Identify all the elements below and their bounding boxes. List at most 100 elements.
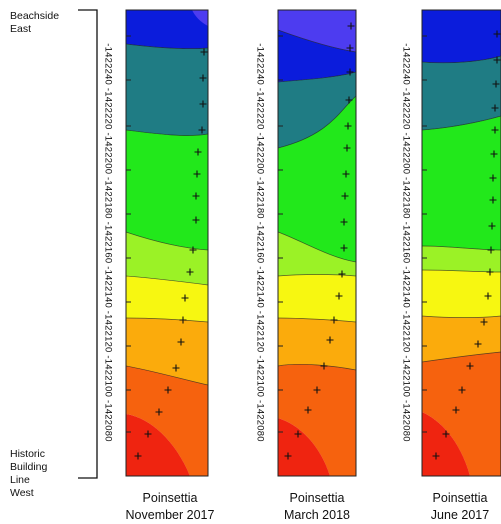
- contour-line: [278, 317, 356, 323]
- survey-point-marker: [304, 406, 312, 414]
- contour-line: [126, 231, 208, 251]
- survey-point-marker: [480, 318, 488, 326]
- contour-line: [422, 351, 501, 363]
- contour-line: [278, 364, 356, 371]
- survey-point-marker: [488, 222, 496, 230]
- contour-line: [126, 275, 208, 286]
- contour-band: [422, 116, 501, 250]
- contour-band: [422, 352, 501, 476]
- contour-band: [126, 10, 208, 49]
- caption-panel-3: Poinsettia June 2017: [405, 490, 501, 524]
- contour-band: [278, 96, 356, 262]
- survey-point-marker: [164, 386, 172, 394]
- survey-point-marker: [155, 408, 163, 416]
- contour-band: [126, 318, 208, 385]
- survey-point-marker: [134, 452, 142, 460]
- survey-point-marker: [452, 406, 460, 414]
- survey-point-marker: [466, 362, 474, 370]
- contour-band: [278, 10, 356, 52]
- survey-point-marker: [491, 126, 499, 134]
- survey-point-marker: [186, 268, 194, 276]
- contour-band: [278, 30, 356, 82]
- survey-point-marker: [432, 452, 440, 460]
- contour-line: [278, 274, 356, 277]
- survey-point-marker: [199, 100, 207, 108]
- axis-label-panel-1: -1422240 -1422220 -1422200 -1422180 -142…: [102, 42, 114, 442]
- contour-line: [126, 129, 208, 136]
- survey-point-marker: [347, 22, 355, 30]
- survey-point-marker: [294, 430, 302, 438]
- survey-point-marker: [172, 364, 180, 372]
- survey-point-marker: [199, 74, 207, 82]
- axis-label-panel-3: -1422240 -1422220 -1422200 -1422180 -142…: [400, 42, 412, 442]
- survey-point-marker: [493, 30, 501, 38]
- contour-line: [422, 115, 501, 131]
- caption-date: November 2017: [125, 508, 215, 522]
- caption-site: Poinsettia: [142, 491, 198, 505]
- contour-band: [422, 412, 470, 476]
- contour-band: [126, 276, 208, 322]
- survey-point-marker: [342, 170, 350, 178]
- contour-band: [278, 274, 356, 322]
- extent-bracket: [78, 9, 98, 479]
- survey-point-marker: [144, 430, 152, 438]
- survey-point-marker: [493, 56, 501, 64]
- survey-point-marker: [194, 148, 202, 156]
- survey-point-marker: [313, 386, 321, 394]
- survey-point-marker: [189, 246, 197, 254]
- contour-band: [126, 44, 208, 136]
- contour-band: [278, 232, 356, 276]
- survey-point-marker: [179, 316, 187, 324]
- survey-point-marker: [338, 270, 346, 278]
- survey-point-marker: [489, 196, 497, 204]
- survey-point-marker: [193, 170, 201, 178]
- panel-frame: [421, 9, 501, 477]
- contour-band: [422, 270, 501, 318]
- caption-panel-1: Poinsettia November 2017: [115, 490, 225, 524]
- survey-point-marker: [330, 316, 338, 324]
- survey-point-marker: [343, 144, 351, 152]
- survey-point-marker: [340, 244, 348, 252]
- survey-point-marker: [335, 292, 343, 300]
- label-beachside-east: Beachside East: [10, 10, 60, 35]
- survey-point-marker: [177, 338, 185, 346]
- survey-point-marker: [346, 44, 354, 52]
- survey-point-marker: [491, 104, 499, 112]
- panel-frame: [125, 9, 209, 477]
- survey-point-marker: [326, 336, 334, 344]
- survey-point-marker: [340, 218, 348, 226]
- contour-band: [422, 316, 501, 362]
- contour-band: [422, 10, 501, 63]
- caption-site: Poinsettia: [432, 491, 488, 505]
- survey-point-marker: [284, 452, 292, 460]
- contour-line: [278, 231, 356, 263]
- contour-line: [126, 365, 208, 386]
- survey-point-marker: [487, 246, 495, 254]
- survey-point-marker: [344, 122, 352, 130]
- survey-point-marker: [192, 216, 200, 224]
- contour-band: [278, 364, 356, 476]
- contour-band: [126, 414, 190, 476]
- survey-point-marker: [320, 362, 328, 370]
- survey-point-marker: [346, 68, 354, 76]
- caption-panel-2: Poinsettia March 2018: [262, 490, 372, 524]
- contour-band: [422, 56, 501, 130]
- survey-point-marker: [200, 48, 208, 56]
- survey-point-marker: [486, 268, 494, 276]
- survey-point-marker: [490, 150, 498, 158]
- label-historic-building-line-west: Historic Building Line West: [10, 448, 48, 499]
- caption-date: June 2017: [430, 508, 490, 522]
- panel-frame: [277, 9, 357, 477]
- contour-panel-march-2018: [277, 9, 357, 477]
- contour-band: [278, 318, 356, 370]
- contour-panel-june-2017: [421, 9, 501, 477]
- survey-point-marker: [198, 126, 206, 134]
- contour-line: [422, 269, 501, 273]
- contour-band: [192, 10, 208, 26]
- contour-line: [126, 317, 208, 323]
- survey-point-marker: [458, 386, 466, 394]
- survey-point-marker: [192, 192, 200, 200]
- contour-line: [278, 95, 356, 149]
- caption-site: Poinsettia: [289, 491, 345, 505]
